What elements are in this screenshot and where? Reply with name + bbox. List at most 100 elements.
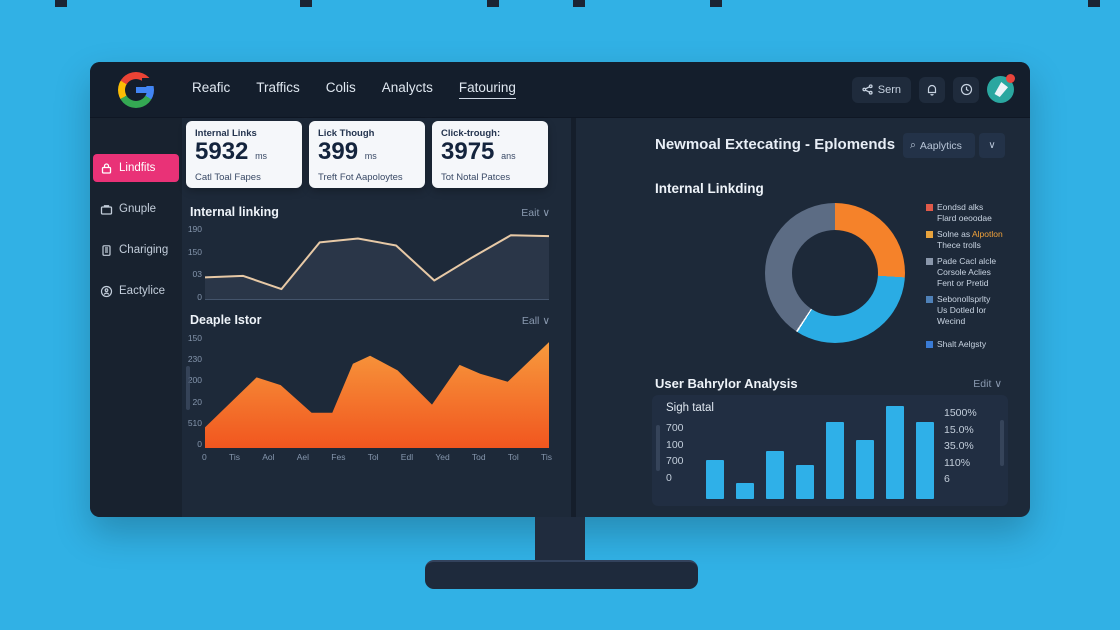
area-chart-title: Deaple Istor — [190, 313, 262, 327]
sidebar-item-label: Gnuple — [119, 203, 157, 215]
sidebar-item-lindfits[interactable]: Lindfits — [93, 154, 179, 182]
tick-label: 20 — [192, 396, 202, 407]
line-chart-yticks: 190 150 03 0 — [178, 224, 202, 302]
nav-link-fatouring[interactable]: Fatouring — [458, 80, 516, 99]
tick-label: Tol — [507, 452, 519, 462]
bar — [916, 421, 934, 499]
line-chart-edit-dropdown[interactable]: Eait ∨ — [521, 207, 550, 219]
sidebar-item-label: Lindfits — [119, 162, 156, 174]
lock-icon — [101, 162, 112, 174]
decorative-tick — [710, 0, 722, 7]
tick-label: Tis — [540, 452, 552, 462]
tick-label: 150 — [187, 246, 202, 257]
bar-chart-right-ticks: 1500% 15.0% 35.0% 110% 6 — [944, 407, 977, 485]
sidebar-item-chariging[interactable]: Chariging — [93, 236, 179, 264]
tick-label: 6 — [944, 473, 950, 485]
bar-chart-bars — [706, 406, 934, 499]
chevron-down-icon: ∨ — [542, 315, 550, 327]
tick-label: 190 — [187, 224, 202, 234]
legend-item: Shalt Aelgsty — [926, 339, 1022, 350]
tick-label: 0 — [202, 452, 207, 462]
navbar-actions: Sern — [851, 74, 1015, 103]
person-refresh-icon — [100, 285, 113, 297]
stat-unit: ans — [501, 151, 516, 161]
avatar-image — [994, 82, 1008, 97]
stat-title: Lick Though — [318, 128, 375, 139]
sidebar-item-gnuple[interactable]: Gnuple — [93, 195, 179, 223]
bell-icon — [927, 84, 937, 96]
tick-label: 700 — [666, 455, 684, 467]
tick-label: 230 — [187, 354, 202, 365]
legend-item: Pade Cacl alcle Corsole Aclies Fent or Pre… — [926, 256, 1022, 289]
sidebar: Lindfits Gnuple Chariging Eactylice — [90, 118, 182, 517]
legend-item: Sebonollsprlty Us Dotled lor Wecind — [926, 294, 1022, 327]
notifications-button[interactable] — [919, 76, 945, 103]
line-chart-svg — [204, 234, 550, 300]
tick-label: 0 — [197, 438, 202, 449]
stat-card-internal-links: Internal Links 5932 ms Catl Toal Fapes — [186, 121, 302, 188]
area-chart-svg — [205, 342, 549, 448]
area-chart-axis-title-pill — [186, 366, 190, 410]
nav-link-reafic[interactable]: Reafic — [192, 80, 231, 95]
search-input[interactable]: ⌕ Aaplytics — [903, 133, 975, 158]
search-label: Aaplytics — [919, 139, 962, 152]
bar — [796, 464, 814, 499]
tick-label: 03 — [192, 269, 202, 280]
top-navbar: Reafic Traffics Colis Analycts Fatouring… — [90, 62, 1030, 118]
sidebar-item-label: Eactylice — [119, 285, 166, 297]
nav-link-traffics[interactable]: Traffics — [256, 80, 300, 95]
stat-subtitle: Tot Notal Patces — [441, 172, 511, 183]
tick-label: 100 — [666, 438, 684, 451]
stat-subtitle: Catl Toal Fapes — [195, 172, 261, 183]
donut-hole — [792, 230, 878, 316]
bar — [886, 406, 904, 499]
tick-label: Aol — [262, 452, 275, 462]
tick-label: 0 — [197, 291, 202, 302]
monitor-stand-neck — [535, 517, 585, 563]
sidebar-item-eactylice[interactable]: Eactylice — [93, 277, 179, 305]
area-chart-xticks: 0 Tis Aol Ael Fes Tol Edl Yed Tod Tol Tis — [202, 452, 552, 462]
history-button[interactable] — [953, 76, 979, 103]
bar — [736, 483, 754, 499]
tick-label: 110% — [944, 456, 971, 469]
legend-text: Solne as Alpotlon Thece trolls — [937, 229, 1003, 250]
nav-links: Reafic Traffics Colis Analycts Fatouring — [192, 80, 516, 99]
search-icon: ⌕ — [910, 139, 916, 151]
stat-card-lick-though: Lick Though 399 ms Treft Fot Aapoloytes — [309, 121, 425, 188]
donut-chart-title: Internal Linkding — [655, 181, 764, 196]
area-chart-edit-dropdown[interactable]: Eall ∨ — [521, 315, 550, 327]
decorative-tick — [55, 0, 67, 7]
legend-text: Eondsd alks Flard oeoodae — [937, 202, 992, 223]
sern-label: Sern — [877, 83, 901, 96]
stat-value: 5932 ms — [195, 138, 268, 165]
donut-legend: Eondsd alks Flard oeoodae Solne as Alpotlo… — [926, 202, 1022, 355]
sern-button[interactable]: Sern — [851, 76, 911, 103]
legend-marker — [926, 296, 933, 303]
nav-link-analycts[interactable]: Analycts — [381, 80, 433, 95]
monitor-screen: Reafic Traffics Colis Analycts Fatouring… — [90, 62, 1030, 517]
chevron-down-icon: ∨ — [988, 140, 996, 151]
chevron-down-icon: ∨ — [994, 378, 1002, 390]
area-chart-plot — [205, 334, 549, 448]
decorative-tick — [573, 0, 585, 7]
search-dropdown-button[interactable]: ∨ — [979, 133, 1005, 158]
stat-card-click-trough: Click-trough: 3975 ans Tot Notal Patces — [432, 121, 548, 188]
tick-label: 1500% — [944, 407, 977, 419]
legend-item: Eondsd alks Flard oeoodae — [926, 202, 1022, 224]
bar-chart-edit-dropdown[interactable]: Edit ∨ — [973, 378, 1002, 390]
bar — [706, 459, 724, 499]
user-avatar[interactable] — [987, 74, 1015, 103]
tick-label: 700 — [666, 422, 684, 434]
building-icon — [102, 244, 111, 256]
stat-value: 3975 ans — [441, 138, 516, 165]
chevron-down-icon: ∨ — [542, 207, 550, 219]
app-logo[interactable] — [118, 71, 155, 108]
bar — [856, 440, 874, 499]
legend-text: Pade Cacl alcle Corsole Aclies Fent or Pre… — [937, 256, 997, 288]
decorative-tick — [487, 0, 499, 7]
nav-link-colis[interactable]: Colis — [325, 80, 356, 95]
tick-label: 35.0% — [944, 440, 974, 452]
bar-chart-card: Sigh tatal 700 100 700 0 1500% 15.0% 35.0% 110… — [652, 395, 1008, 506]
tick-label: Tol — [367, 452, 379, 462]
